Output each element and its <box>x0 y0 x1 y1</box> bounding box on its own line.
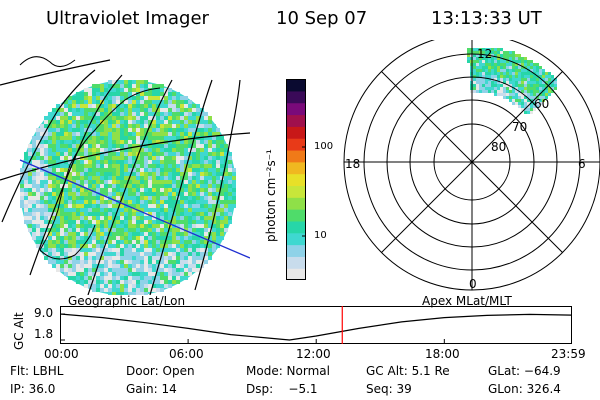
colorbar-tick-100: 100 <box>314 141 334 152</box>
colorbar-band-14 <box>286 102 306 116</box>
mlt-label-12: 12 <box>477 47 493 61</box>
colorbar-tick-10: 10 <box>314 230 327 241</box>
coastline-north <box>19 56 76 67</box>
grid-line-5 <box>0 132 250 181</box>
colorbar-band-0 <box>286 268 306 280</box>
colorbar-band-8 <box>286 173 306 187</box>
colorbar-band-5 <box>286 209 306 222</box>
date-label: 10 Sep 07 <box>276 8 368 29</box>
geographic-map-panel <box>0 56 250 295</box>
timeline-ylabel: GC Alt <box>12 312 26 350</box>
colorbar-band-2 <box>286 244 306 257</box>
altitude-curve <box>60 313 572 341</box>
mlt-label-0: 0 <box>469 277 477 291</box>
colorbar-band-16 <box>286 79 306 92</box>
xtick-2359: 23:59 <box>551 347 586 361</box>
colorbar-band-10 <box>286 149 306 163</box>
info-glat: GLat: −64.9 <box>488 364 561 378</box>
coastline <box>39 87 161 260</box>
mlt-axis-diag-2 <box>381 71 563 253</box>
colorbar-band-4 <box>286 220 306 234</box>
colorbar-band-3 <box>286 232 306 246</box>
blue-track-line <box>19 159 250 259</box>
info-ip: IP: 36.0 <box>10 382 56 396</box>
colorbar-band-9 <box>286 161 306 175</box>
colorbar-band-11 <box>286 138 306 151</box>
ytick-9: 9.0 <box>34 306 54 320</box>
info-filter: Flt: LBHL <box>10 364 64 378</box>
colorbar-frame <box>286 79 306 280</box>
info-gc-alt: GC Alt: 5.1 Re <box>366 364 450 378</box>
info-glon: GLon: 326.4 <box>488 382 561 396</box>
uv-intensity-image <box>20 80 236 295</box>
mlt-label-18: 18 <box>345 157 361 171</box>
ytick-1.8: 1.8 <box>34 327 54 341</box>
grid-line-3 <box>149 79 213 295</box>
grid-line-1 <box>29 74 123 276</box>
lat-label-60: 60 <box>534 97 550 111</box>
lat-label-70: 70 <box>512 120 528 134</box>
xtick-1800: 18:00 <box>425 347 460 361</box>
colorbar-band-13 <box>286 114 306 127</box>
mlt-label-6: 6 <box>578 157 586 171</box>
info-door: Door: Open <box>126 364 195 378</box>
xtick-0000: 00:00 <box>44 347 79 361</box>
info-gain: Gain: 14 <box>126 382 177 396</box>
info-mode: Mode: Normal <box>246 364 330 378</box>
geographic-grid <box>0 56 250 295</box>
polar-grid <box>343 40 600 291</box>
grid-line-6 <box>0 59 111 86</box>
info-dsp: Dsp: −5.1 <box>246 382 318 396</box>
lat-label-80: 80 <box>491 140 507 154</box>
info-seq: Seq: 39 <box>366 382 412 396</box>
colorbar-band-12 <box>286 126 306 139</box>
polar-mlt-panel <box>343 40 600 291</box>
colorbar-label: photon cm⁻²s⁻¹ <box>264 149 278 242</box>
polar-uv-image <box>467 48 557 114</box>
colorbar-band-7 <box>286 185 306 198</box>
xtick-0600: 06:00 <box>169 347 204 361</box>
geographic-label: Geographic Lat/Lon <box>68 294 186 308</box>
grid-line-2 <box>87 79 173 295</box>
apex-label: Apex MLat/MLT <box>422 294 512 308</box>
xtick-1200: 12:00 <box>296 347 331 361</box>
colorbar-band-15 <box>286 90 306 104</box>
colorbar-band-1 <box>286 256 306 269</box>
grid-line-0 <box>1 69 96 223</box>
time-label: 13:13:33 UT <box>431 8 542 29</box>
altitude-timeline <box>60 306 572 344</box>
timeline-frame <box>60 306 572 344</box>
colorbar-band-6 <box>286 197 306 210</box>
instrument-title: Ultraviolet Imager <box>46 8 209 29</box>
grid-line-4 <box>194 79 241 291</box>
color-bar <box>286 79 306 280</box>
